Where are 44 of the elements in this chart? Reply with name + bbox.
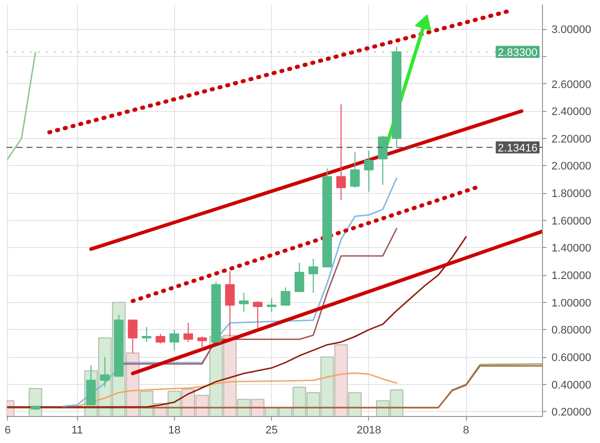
candlestick [142,326,152,343]
ref-line-label: 2.83300 [498,46,538,59]
candlestick [266,298,276,312]
y-tick-label: 0.80000 [552,324,592,337]
y-tick-label: 2.60000 [552,78,592,91]
candlestick [170,329,180,351]
candlestick [280,286,290,306]
candlestick [350,152,360,188]
candlestick [294,262,304,292]
x-tick-label: 18 [168,424,180,436]
y-tick-label: 3.00000 [552,24,592,36]
y-tick-label: 2.00000 [552,160,592,173]
candlestick [156,333,166,344]
x-tick-label: 2018 [356,424,382,436]
candlestick [336,104,346,200]
x-tick-label: 8 [463,424,470,436]
x-tick-label: 6 [4,424,11,436]
line-series [62,177,398,407]
candlestick [364,150,374,192]
x-tick-label: 25 [265,424,278,436]
candlestick [100,356,110,388]
y-tick-label: 1.60000 [552,215,592,228]
y-tick-label: 1.20000 [552,270,592,282]
y-tick-label: 2.40000 [552,106,592,118]
y-tick-label: 0.40000 [552,379,592,392]
candlestick [252,300,263,329]
line-series [6,236,467,408]
candlestick [183,322,194,343]
candlestick [197,336,207,350]
ref-line-label: 2.13416 [498,142,538,154]
y-tick-label: 0.20000 [552,406,592,419]
y-tick-label: 1.40000 [552,242,592,255]
candlestick [308,258,318,294]
candlestick [239,292,249,312]
line-series [76,372,398,407]
line-series [123,228,398,365]
y-tick-label: 1.00000 [552,297,592,310]
y-tick-label: 2.20000 [552,133,592,146]
y-tick-label: 1.80000 [552,188,592,200]
candlestick [378,135,388,186]
candlestick [225,270,235,338]
candlestick [128,320,138,354]
x-tick-label: 11 [71,424,83,436]
y-tick-label: 0.60000 [552,352,592,364]
